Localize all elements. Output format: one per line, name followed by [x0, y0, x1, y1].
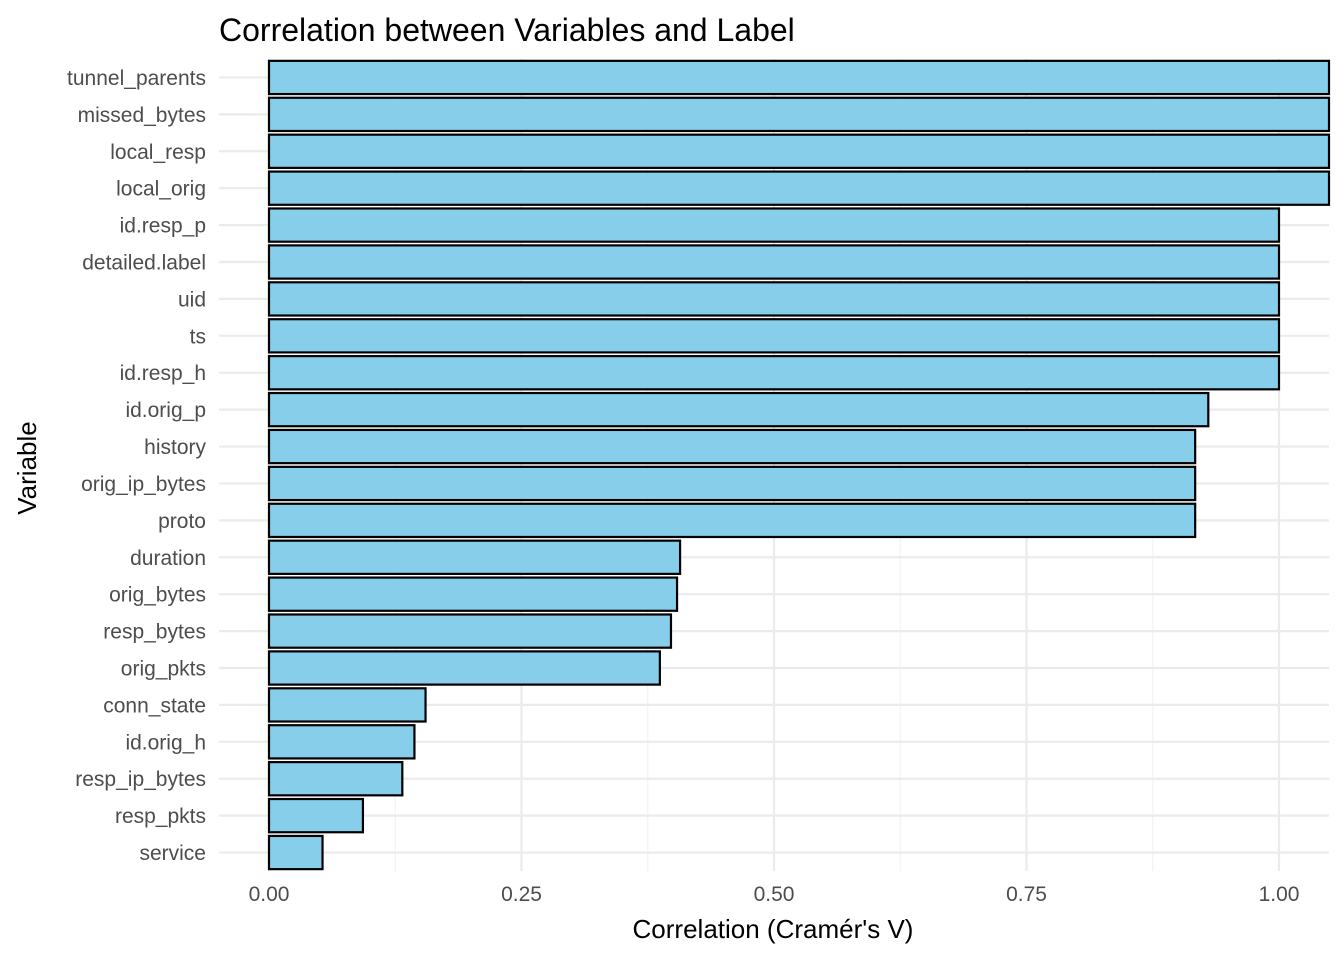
y-tick-label: id.resp_p — [120, 215, 206, 238]
y-tick-label: orig_bytes — [109, 584, 206, 607]
y-tick-label: tunnel_parents — [67, 67, 206, 90]
y-tick-label: detailed.label — [82, 252, 206, 275]
bar-resp-bytes — [267, 613, 673, 649]
x-tick-label: 0.25 — [501, 883, 542, 906]
y-tick-label: duration — [130, 547, 206, 570]
y-tick-label: id.orig_p — [125, 399, 206, 422]
bar-tunnel-parents — [267, 59, 1331, 96]
y-tick-label: id.orig_h — [125, 731, 206, 754]
bar-resp-pkts — [267, 797, 365, 834]
y-tick-label: uid — [178, 288, 206, 311]
y-tick-label: missed_bytes — [78, 104, 206, 127]
bar-local-resp — [267, 133, 1331, 169]
y-axis-tick-labels: tunnel_parents missed_bytes local_resploca… — [67, 67, 206, 865]
x-axis-tick-labels: 0.00 0.25 0.50 0.75 1.00 — [249, 883, 1300, 906]
y-tick-label: conn_state — [103, 694, 206, 717]
bar-duration — [267, 539, 682, 575]
y-tick-label: service — [139, 842, 206, 865]
y-tick-label: local_orig — [116, 178, 206, 201]
bar-orig-bytes — [267, 576, 679, 612]
x-tick-label: 0.75 — [1006, 883, 1047, 906]
y-tick-label: id.resp_h — [120, 362, 206, 385]
y-tick-label: proto — [158, 510, 206, 533]
chart-title: Correlation between Variables and Label — [219, 12, 795, 48]
bar-detailed-label — [267, 244, 1281, 280]
y-tick-label: orig_pkts — [121, 658, 206, 681]
bars — [267, 59, 1331, 871]
y-axis-title: Variable — [12, 421, 42, 514]
x-axis-title: Correlation (Cramér's V) — [633, 914, 914, 944]
x-tick-label: 0.50 — [754, 883, 795, 906]
x-tick-label: 1.00 — [1259, 883, 1300, 906]
bar-id-orig-h — [267, 724, 416, 760]
bar-history — [267, 428, 1197, 465]
y-tick-label: orig_ip_bytes — [81, 473, 206, 496]
bar-service — [267, 834, 324, 871]
bar-orig-ip-bytes — [267, 465, 1197, 502]
y-tick-label: resp_pkts — [115, 805, 206, 828]
bar-local-orig — [267, 170, 1331, 206]
bar-missed-bytes — [267, 96, 1331, 133]
bar-uid — [267, 281, 1281, 317]
bar-id-orig-p — [267, 391, 1210, 428]
y-tick-label: history — [144, 436, 206, 459]
y-tick-label: resp_bytes — [103, 621, 206, 644]
bar-proto — [267, 502, 1197, 539]
bar-id-resp-p — [267, 207, 1281, 243]
bar-conn-state — [267, 687, 427, 723]
x-tick-label: 0.00 — [249, 883, 290, 906]
bar-resp-ip-bytes — [267, 761, 404, 797]
bar-ts — [267, 318, 1281, 354]
y-tick-label: local_resp — [110, 141, 206, 164]
y-tick-label: resp_ip_bytes — [75, 768, 206, 791]
y-tick-label: ts — [190, 325, 206, 348]
bar-id-resp-h — [267, 355, 1281, 391]
bar-orig-pkts — [267, 650, 661, 686]
